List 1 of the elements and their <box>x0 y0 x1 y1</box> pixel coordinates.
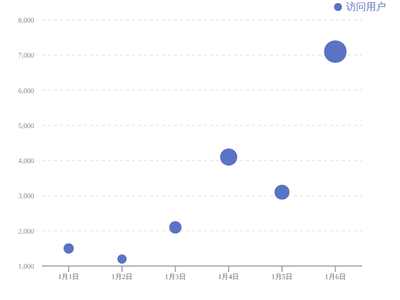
legend-label: 访问用户 <box>346 2 386 13</box>
